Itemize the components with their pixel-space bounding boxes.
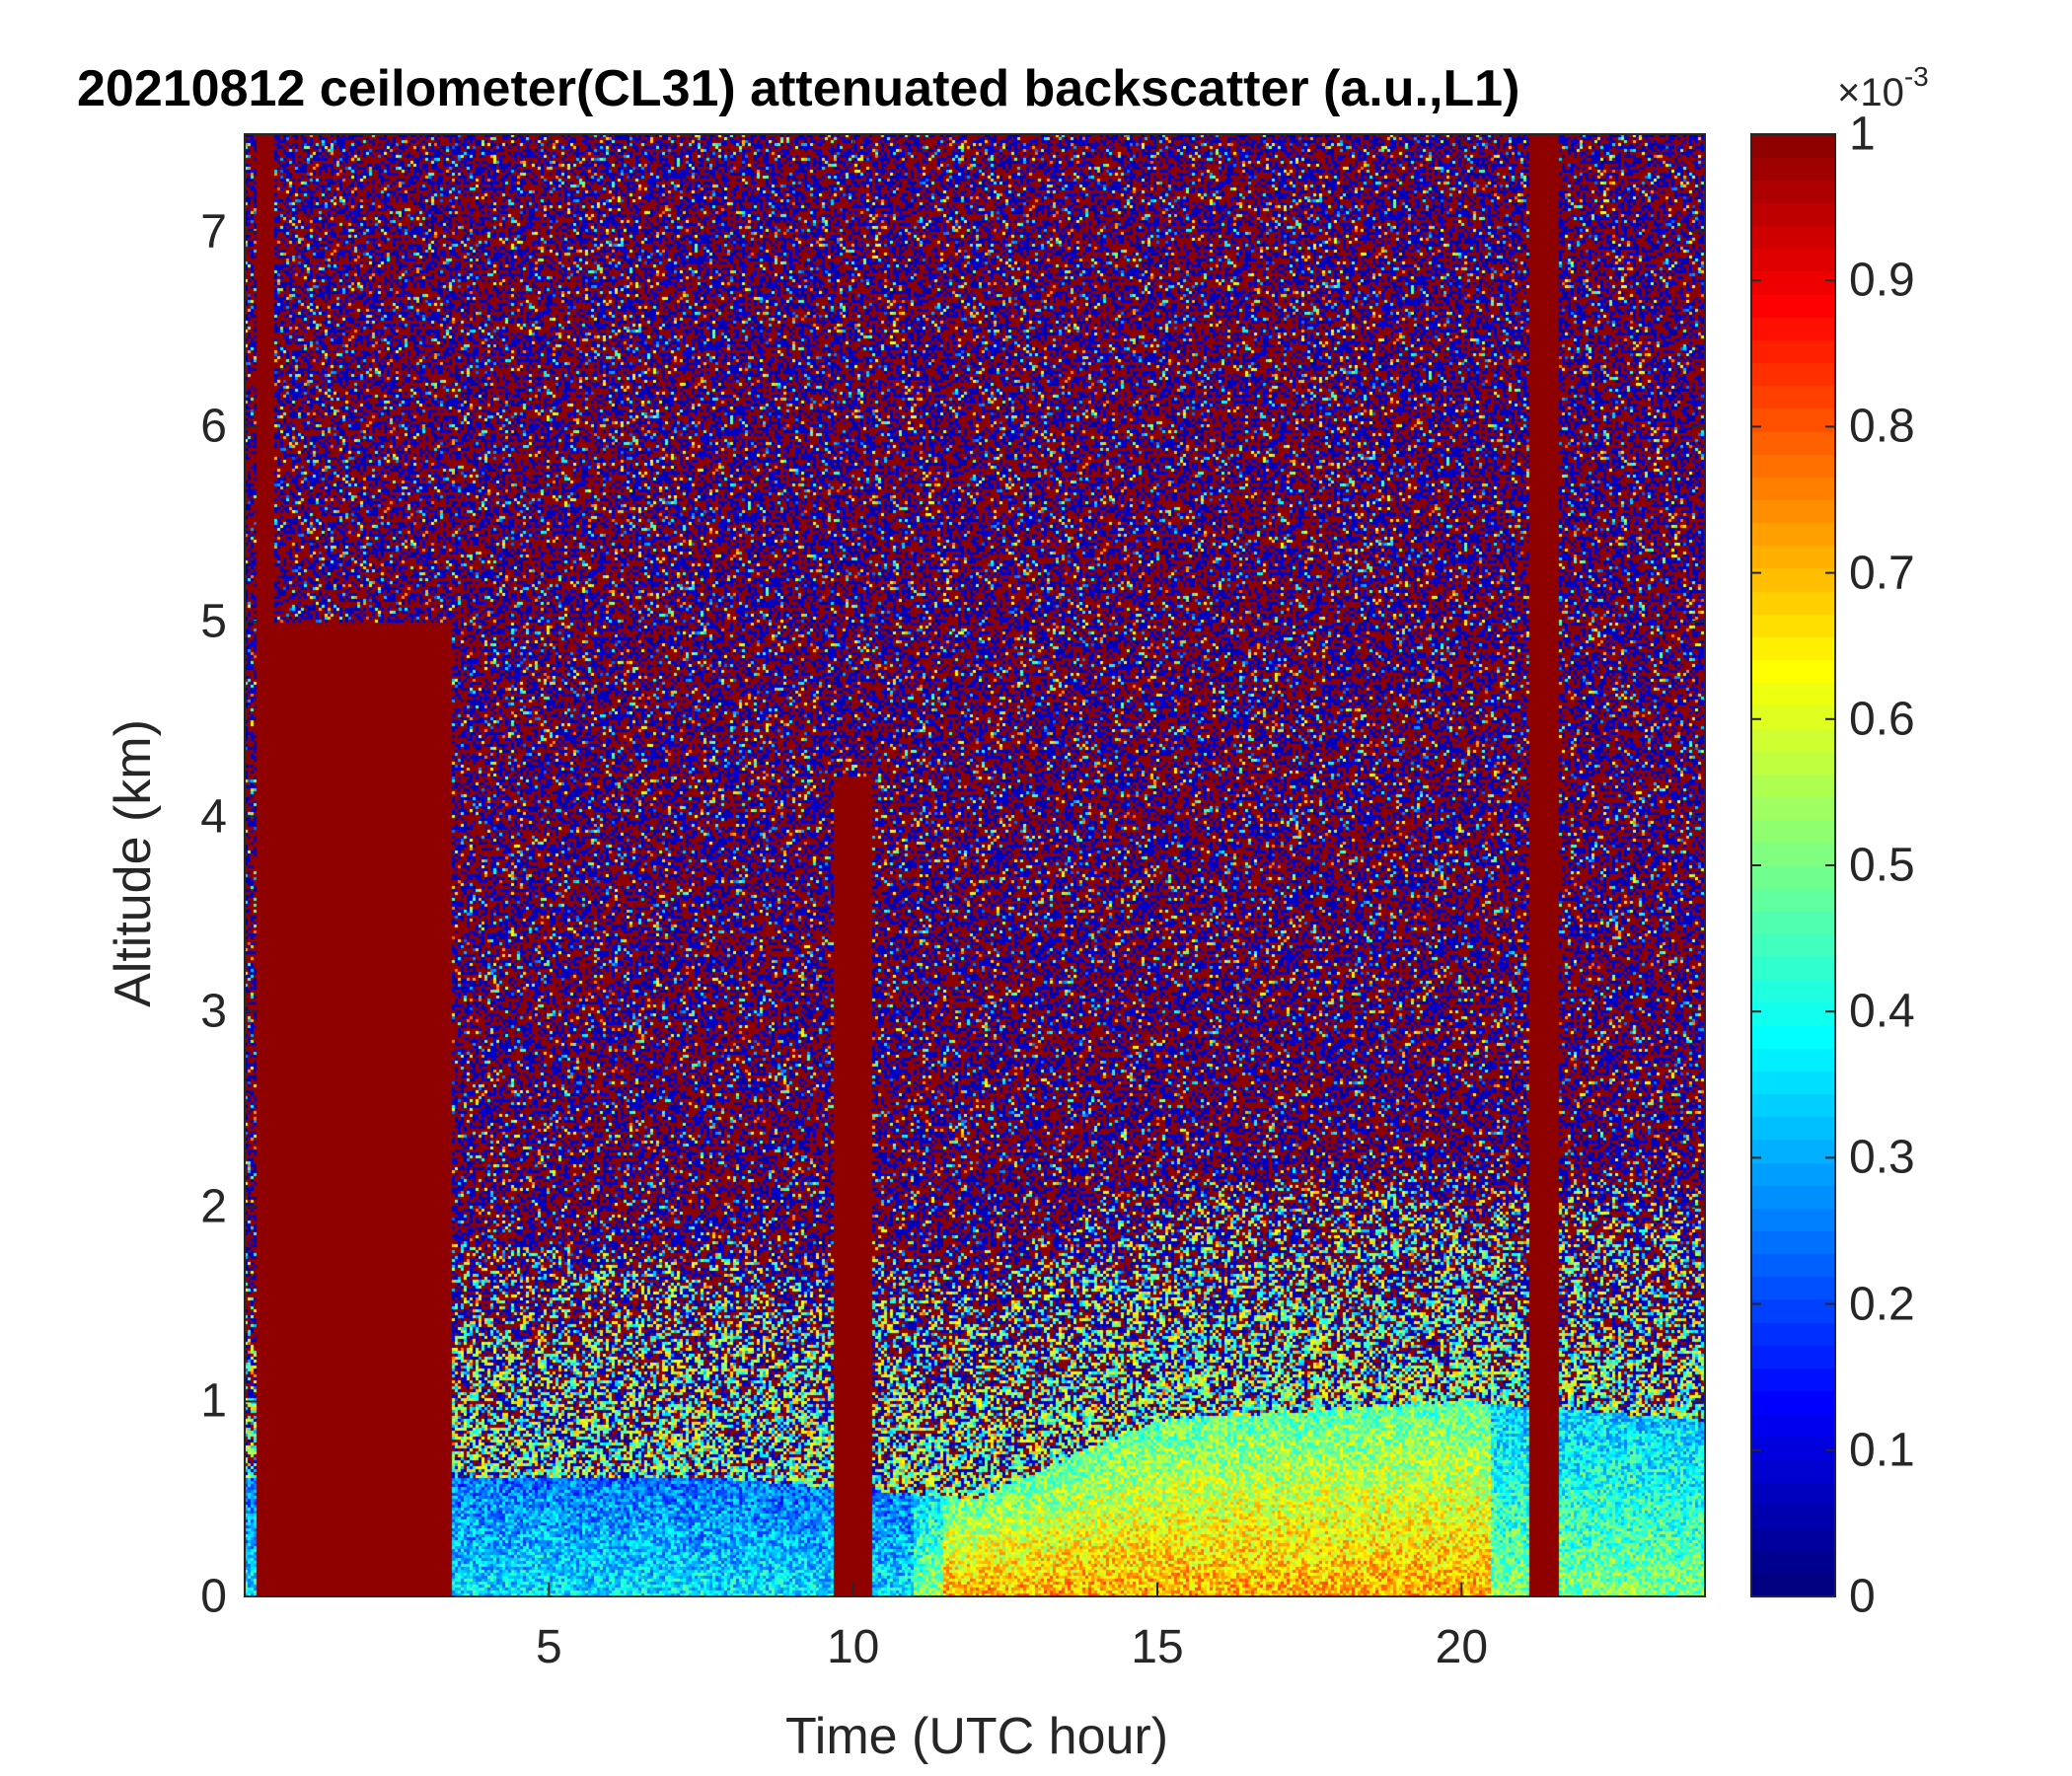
- x-tick-label: 5: [535, 1621, 562, 1673]
- colorbar-tick-label: 0.5: [1849, 839, 1915, 892]
- colorbar-exponent-power: -3: [1903, 61, 1929, 92]
- y-tick-label: 0: [200, 1570, 227, 1623]
- colorbar-tick-label: 0.2: [1849, 1278, 1915, 1331]
- plot-border: [244, 133, 1706, 1597]
- x-tick-label: 15: [1131, 1621, 1184, 1673]
- y-tick-label: 1: [200, 1374, 227, 1428]
- x-tick-label: 20: [1435, 1621, 1489, 1673]
- y-tick-label: 4: [200, 790, 227, 844]
- colorbar-tick-label: 0.4: [1849, 985, 1915, 1038]
- colorbar-tick-label: 0.6: [1849, 693, 1915, 746]
- y-tick-label: 5: [200, 595, 227, 648]
- colorbar-exponent-base: ×10: [1837, 71, 1904, 114]
- colorbar-border: [1750, 133, 1836, 1597]
- y-tick-label: 6: [200, 400, 227, 453]
- colorbar-tick-label: 0.9: [1849, 254, 1915, 307]
- y-tick-label: 2: [200, 1180, 227, 1233]
- x-axis-label: Time (UTC hour): [784, 1708, 1169, 1765]
- colorbar-exponent: ×10-3: [1837, 61, 1929, 115]
- colorbar-tick-label: 0.3: [1849, 1131, 1915, 1184]
- y-tick-label: 3: [200, 985, 227, 1038]
- chart-title: 20210812 ceilometer(CL31) attenuated bac…: [77, 60, 1520, 117]
- y-axis-label: Altitude (km): [105, 719, 162, 1007]
- colorbar-tick-label: 1: [1849, 108, 1876, 161]
- colorbar-tick-label: 0.1: [1849, 1424, 1915, 1477]
- colorbar-tick-label: 0: [1849, 1570, 1876, 1623]
- y-tick-label: 7: [200, 205, 227, 259]
- colorbar-tick-label: 0.8: [1849, 400, 1915, 453]
- x-tick-label: 10: [826, 1621, 880, 1673]
- colorbar-tick-label: 0.7: [1849, 547, 1915, 600]
